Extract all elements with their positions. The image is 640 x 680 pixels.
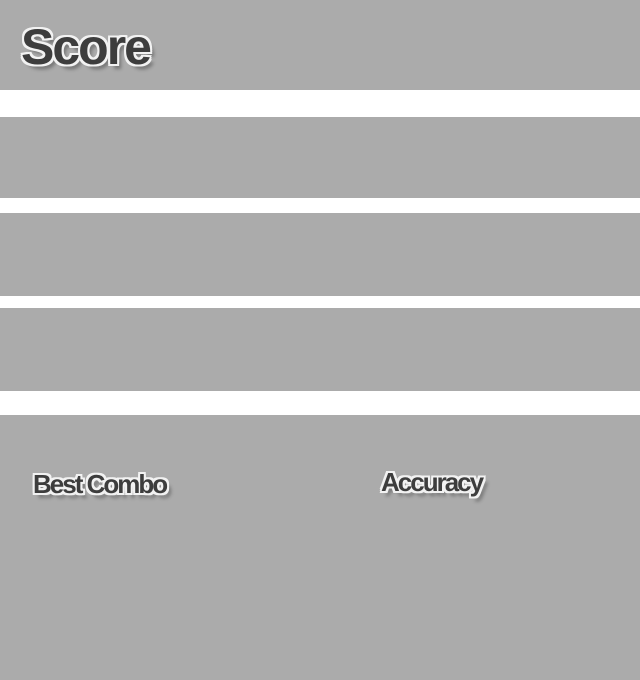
score-title: Score (21, 19, 152, 75)
hit-results-row-2 (0, 213, 640, 296)
hit-results-row-1 (0, 117, 640, 198)
summary-panel (0, 415, 640, 680)
score-header-panel (0, 0, 640, 90)
hit-results-row-3 (0, 308, 640, 391)
best-combo-label: Best Combo (33, 469, 168, 499)
accuracy-label: Accuracy (381, 467, 484, 497)
